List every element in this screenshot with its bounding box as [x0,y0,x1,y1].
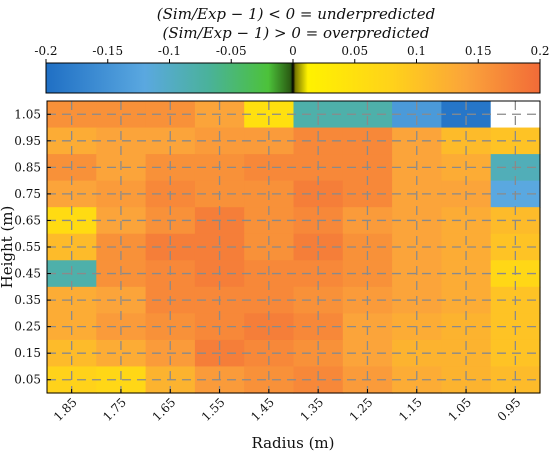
x-tick-label: 1.25 [347,395,376,424]
chart-title-line-1: (Sim/Exp − 1) < 0 = underpredicted [157,5,435,23]
x-tick-label: 1.05 [445,395,474,424]
chart-title-line-2: (Sim/Exp − 1) > 0 = overpredicted [163,24,430,42]
colorbar-tick-label: 0.2 [530,44,549,58]
y-tick-label: 0.45 [14,267,41,281]
y-tick-label: 0.85 [14,160,41,174]
colorbar-tick-label: -0.2 [34,44,57,58]
y-tick-label: 0.75 [14,187,41,201]
y-tick-label: 0.95 [14,134,41,148]
colorbar-tick-label: -0.15 [92,44,123,58]
y-tick-label: 0.25 [14,320,41,334]
y-tick-label: 0.15 [14,346,41,360]
x-tick-label: 1.65 [150,395,179,424]
y-tick-labels: 1.05 0.95 0.85 0.75 0.65 0.55 0.45 0.35 0.25 0.15… [14,107,51,387]
x-tick-label: 1.85 [51,395,80,424]
y-tick-label: 0.05 [14,373,41,387]
x-axis-label: Radius (m) [251,434,334,452]
colorbar-tick-label: 0.1 [407,44,426,58]
colorbar-tick-label: 0.15 [465,44,492,58]
x-tick-label: 1.15 [396,395,425,424]
y-tick-label: 0.55 [14,240,41,254]
colorbar-tick-label: 0.05 [341,44,368,58]
x-tick-label: 1.35 [297,395,326,424]
x-tick-label: 0.95 [495,395,524,424]
x-tick-labels: 1.85 1.75 1.65 1.55 1.45 1.35 1.25 1.15 1.05 0.95 [51,389,523,424]
x-tick-label: 1.75 [100,395,129,424]
y-tick-label: 1.05 [14,107,41,121]
y-tick-label: 0.65 [14,213,41,227]
colorbar-tick-label: -0.1 [158,44,181,58]
colorbar-tick-labels: -0.2 -0.15 -0.1 -0.05 0 0.05 0.1 0.15 0.2 [34,44,550,63]
x-tick-label: 1.55 [199,395,228,424]
x-tick-label: 1.45 [248,395,277,424]
colorbar-tick-label: 0 [289,44,297,58]
grid-lines [47,101,540,393]
y-tick-label: 0.35 [14,293,41,307]
y-axis-label: Height (m) [0,206,16,289]
colorbar [45,62,541,94]
colorbar-tick-label: -0.05 [216,44,247,58]
